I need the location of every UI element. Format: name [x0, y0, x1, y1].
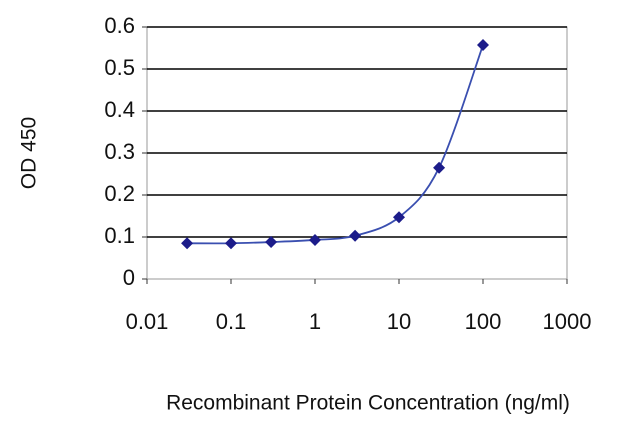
data-point: [393, 211, 405, 224]
y-tick-label: 0.6: [104, 13, 135, 38]
data-point: [309, 233, 321, 246]
x-tick-label: 10: [387, 309, 411, 334]
data-point: [349, 229, 362, 242]
y-tick-label: 0.5: [104, 55, 135, 80]
y-tick-label: 0.1: [104, 223, 135, 248]
x-tick-label: 1000: [543, 309, 592, 334]
x-tick-label: 100: [465, 309, 502, 334]
x-axis-title: Recombinant Protein Concentration (ng/ml…: [166, 392, 570, 415]
x-tick-label: 1: [309, 309, 321, 334]
data-point: [265, 236, 278, 249]
data-point: [477, 39, 489, 52]
fit-line: [187, 44, 484, 245]
data-point: [433, 161, 446, 174]
y-tick-label: 0.3: [104, 139, 135, 164]
data-point: [225, 237, 237, 250]
x-tick-label: 0.1: [216, 309, 247, 334]
y-tick-label: 0: [123, 265, 135, 290]
x-tick-label: 0.01: [126, 309, 169, 334]
data-point: [181, 237, 194, 250]
y-axis-title: OD 450: [18, 117, 41, 189]
y-tick-label: 0.4: [104, 97, 135, 122]
y-tick-label: 0.2: [104, 181, 135, 206]
